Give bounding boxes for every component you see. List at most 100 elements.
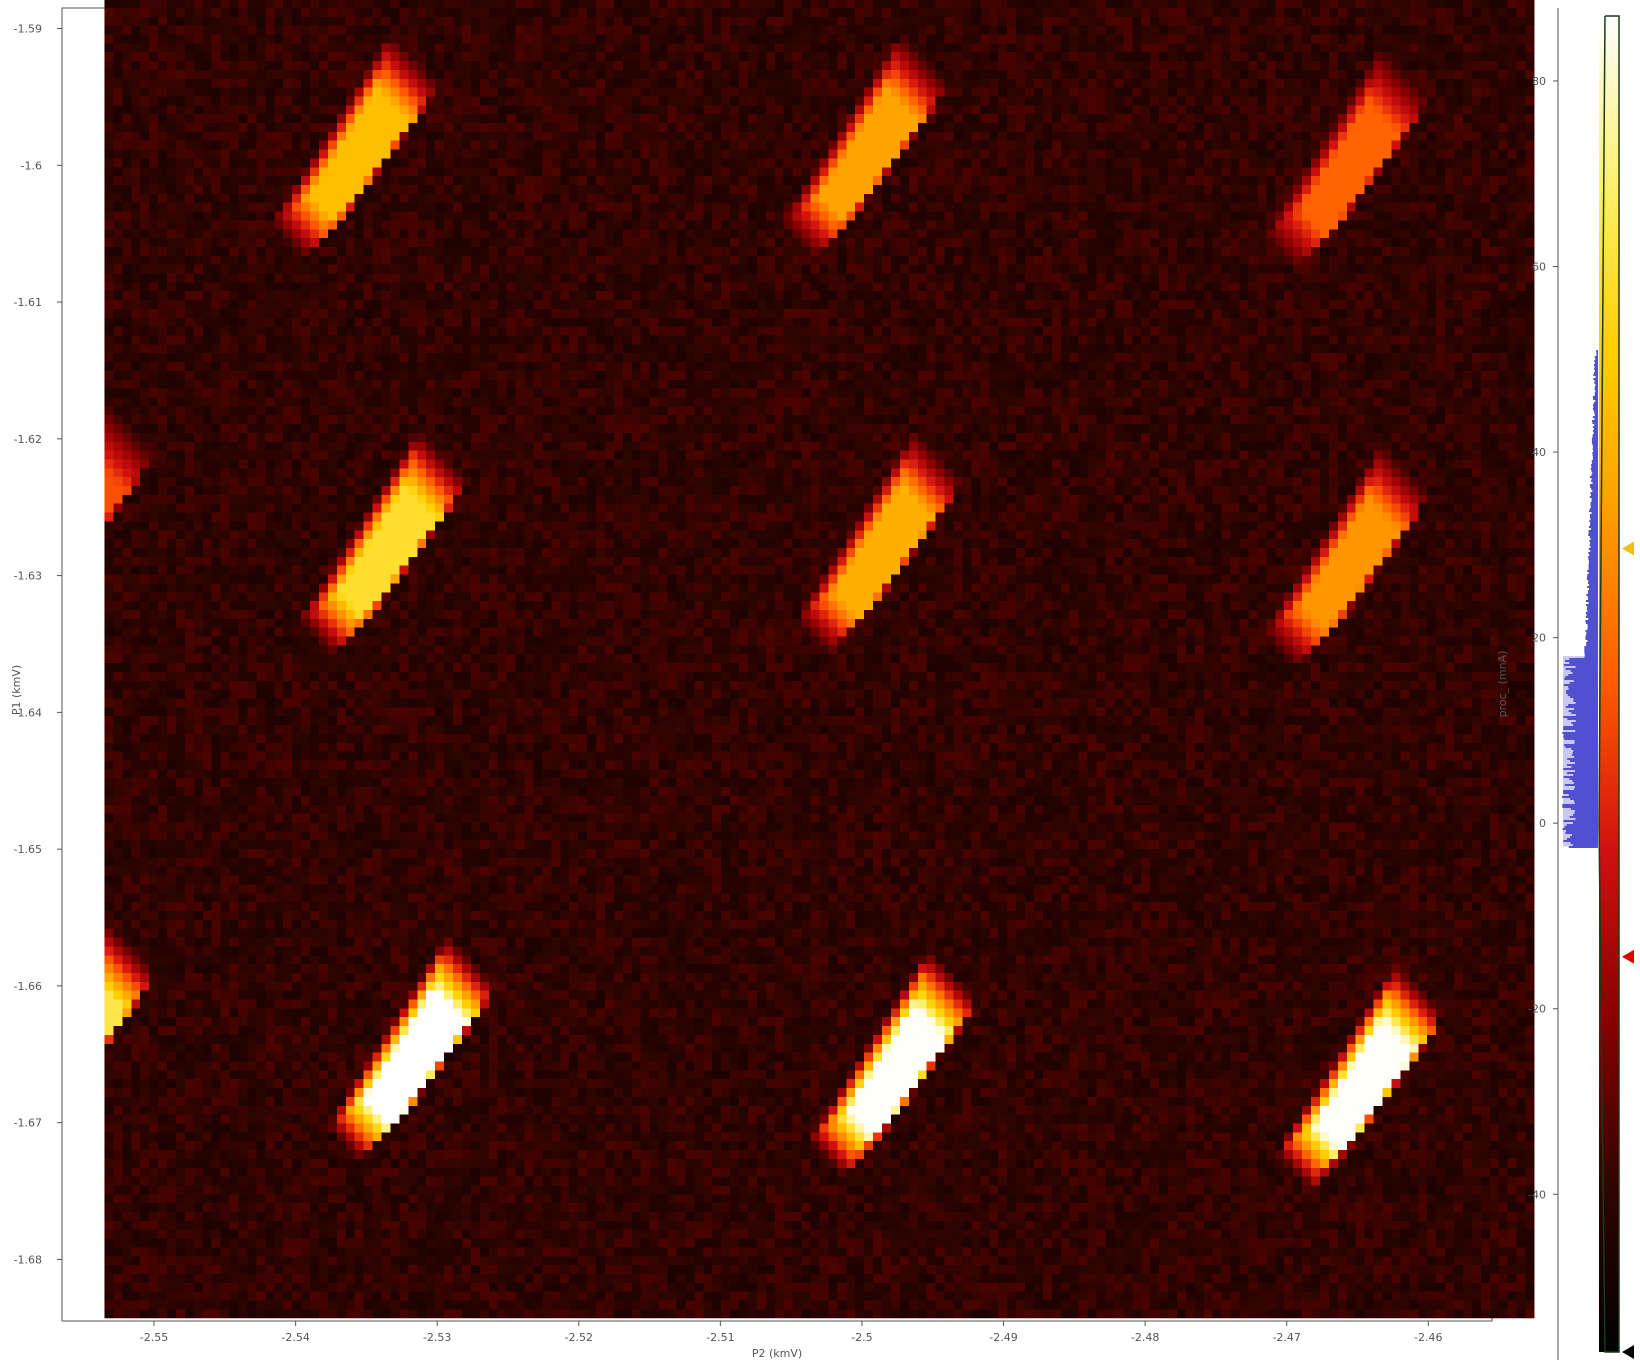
- histogram-bin: [1575, 720, 1598, 722]
- histogram-bin: [1590, 528, 1598, 530]
- y-tick-label: -1.66: [14, 980, 42, 993]
- colorbar-level-marker: [1622, 949, 1634, 964]
- histogram-bin: [1592, 426, 1598, 428]
- histogram-bin: [1587, 570, 1598, 572]
- histogram-bin: [1565, 676, 1598, 678]
- histogram-bin: [1585, 620, 1598, 622]
- histogram-bin: [1563, 840, 1598, 842]
- histogram-bin: [1590, 538, 1598, 540]
- histogram-bin: [1587, 576, 1598, 578]
- histogram-bin: [1566, 824, 1598, 826]
- histogram-bin: [1592, 482, 1598, 484]
- histogram-bin: [1564, 784, 1598, 786]
- histogram-bin: [1594, 394, 1598, 396]
- histogram-bin: [1592, 444, 1598, 446]
- histogram-bin: [1588, 558, 1598, 560]
- histogram-bin: [1589, 508, 1598, 510]
- histogram-bin: [1591, 440, 1598, 442]
- histogram-bin: [1591, 478, 1598, 480]
- histogram-bin: [1573, 750, 1598, 752]
- histogram-bin: [1592, 458, 1598, 460]
- histogram-bin: [1568, 704, 1598, 706]
- colorbar-gradient: [1598, 15, 1620, 1353]
- histogram-bin: [1564, 738, 1598, 740]
- histogram-bin: [1590, 546, 1598, 548]
- histogram-bin: [1591, 460, 1598, 462]
- histogram-bin: [1588, 572, 1598, 574]
- histogram-bin: [1585, 612, 1598, 614]
- histogram-bin: [1563, 684, 1598, 686]
- histogram-bin: [1594, 370, 1598, 372]
- histogram-bin: [1587, 586, 1598, 588]
- histogram-bin: [1563, 820, 1598, 822]
- colorbar-outline: [1598, 15, 1620, 1353]
- histogram-bin: [1574, 742, 1598, 744]
- histogram-bin: [1587, 606, 1598, 608]
- histogram-bin: [1591, 512, 1598, 514]
- histogram-bin: [1592, 452, 1598, 454]
- histogram-bin: [1575, 702, 1598, 704]
- histogram-bin: [1570, 798, 1598, 800]
- histogram-bin: [1569, 778, 1598, 780]
- histogram-bin: [1588, 532, 1598, 534]
- histogram-bin: [1590, 492, 1598, 494]
- histogram-bin: [1586, 634, 1598, 636]
- histogram-bin: [1573, 800, 1598, 802]
- histogram-bin: [1585, 636, 1598, 638]
- histogram-bin: [1571, 766, 1598, 768]
- x-tick-label: -2.53: [423, 1331, 451, 1344]
- colorbar-tick-label: 60: [1532, 261, 1546, 274]
- histogram-bin: [1590, 542, 1598, 544]
- histogram-bin: [1592, 436, 1598, 438]
- histogram-bin: [1590, 518, 1598, 520]
- x-tick-label: -2.46: [1414, 1331, 1442, 1344]
- histogram-bin: [1584, 654, 1598, 656]
- histogram-bin: [1587, 624, 1598, 626]
- histogram-bin: [1569, 760, 1598, 762]
- histogram-bin: [1588, 592, 1598, 594]
- histogram-bin: [1569, 816, 1598, 818]
- histogram-bin: [1572, 814, 1598, 816]
- histogram-bin: [1586, 578, 1598, 580]
- histogram-bin: [1588, 552, 1598, 554]
- histogram-bin: [1588, 564, 1598, 566]
- histogram-bin: [1574, 810, 1598, 812]
- histogram-bin: [1588, 602, 1598, 604]
- histogram-bin: [1596, 352, 1598, 354]
- y-tick-label: -1.67: [14, 1117, 42, 1130]
- histogram-bin: [1591, 498, 1598, 500]
- histogram-bin: [1594, 382, 1598, 384]
- histogram-bin: [1584, 648, 1598, 650]
- histogram-bin: [1592, 416, 1598, 418]
- histogram-bin: [1572, 672, 1598, 674]
- histogram-bin: [1563, 716, 1598, 718]
- histogram-bin: [1587, 626, 1598, 628]
- histogram-bin: [1589, 496, 1598, 498]
- histogram-bin: [1569, 696, 1598, 698]
- x-tick-label: -2.55: [140, 1331, 168, 1344]
- histogram-bin: [1569, 658, 1598, 660]
- histogram-bin: [1564, 744, 1598, 746]
- histogram-bin: [1566, 692, 1598, 694]
- histogram-bin: [1593, 364, 1598, 366]
- histogram-bin: [1590, 504, 1598, 506]
- histogram-bin: [1587, 582, 1598, 584]
- histogram-bin: [1569, 682, 1598, 684]
- histogram-bin: [1565, 668, 1598, 670]
- histogram-bin: [1588, 618, 1598, 620]
- histogram-bin: [1593, 378, 1598, 380]
- histogram-bin: [1570, 836, 1598, 838]
- histogram-bin: [1571, 712, 1598, 714]
- histogram-bin: [1571, 834, 1598, 836]
- histogram-bin: [1566, 830, 1598, 832]
- colorbar-tick-label: 0: [1539, 817, 1546, 830]
- histogram-bin: [1588, 562, 1598, 564]
- histogram-bin: [1594, 366, 1598, 368]
- histogram-bin: [1594, 388, 1598, 390]
- y-tick-label: -1.64: [14, 706, 42, 719]
- histogram-bin: [1563, 792, 1598, 794]
- x-tick-label: -2.49: [989, 1331, 1017, 1344]
- histogram-bin: [1585, 622, 1598, 624]
- histogram-bin: [1592, 408, 1598, 410]
